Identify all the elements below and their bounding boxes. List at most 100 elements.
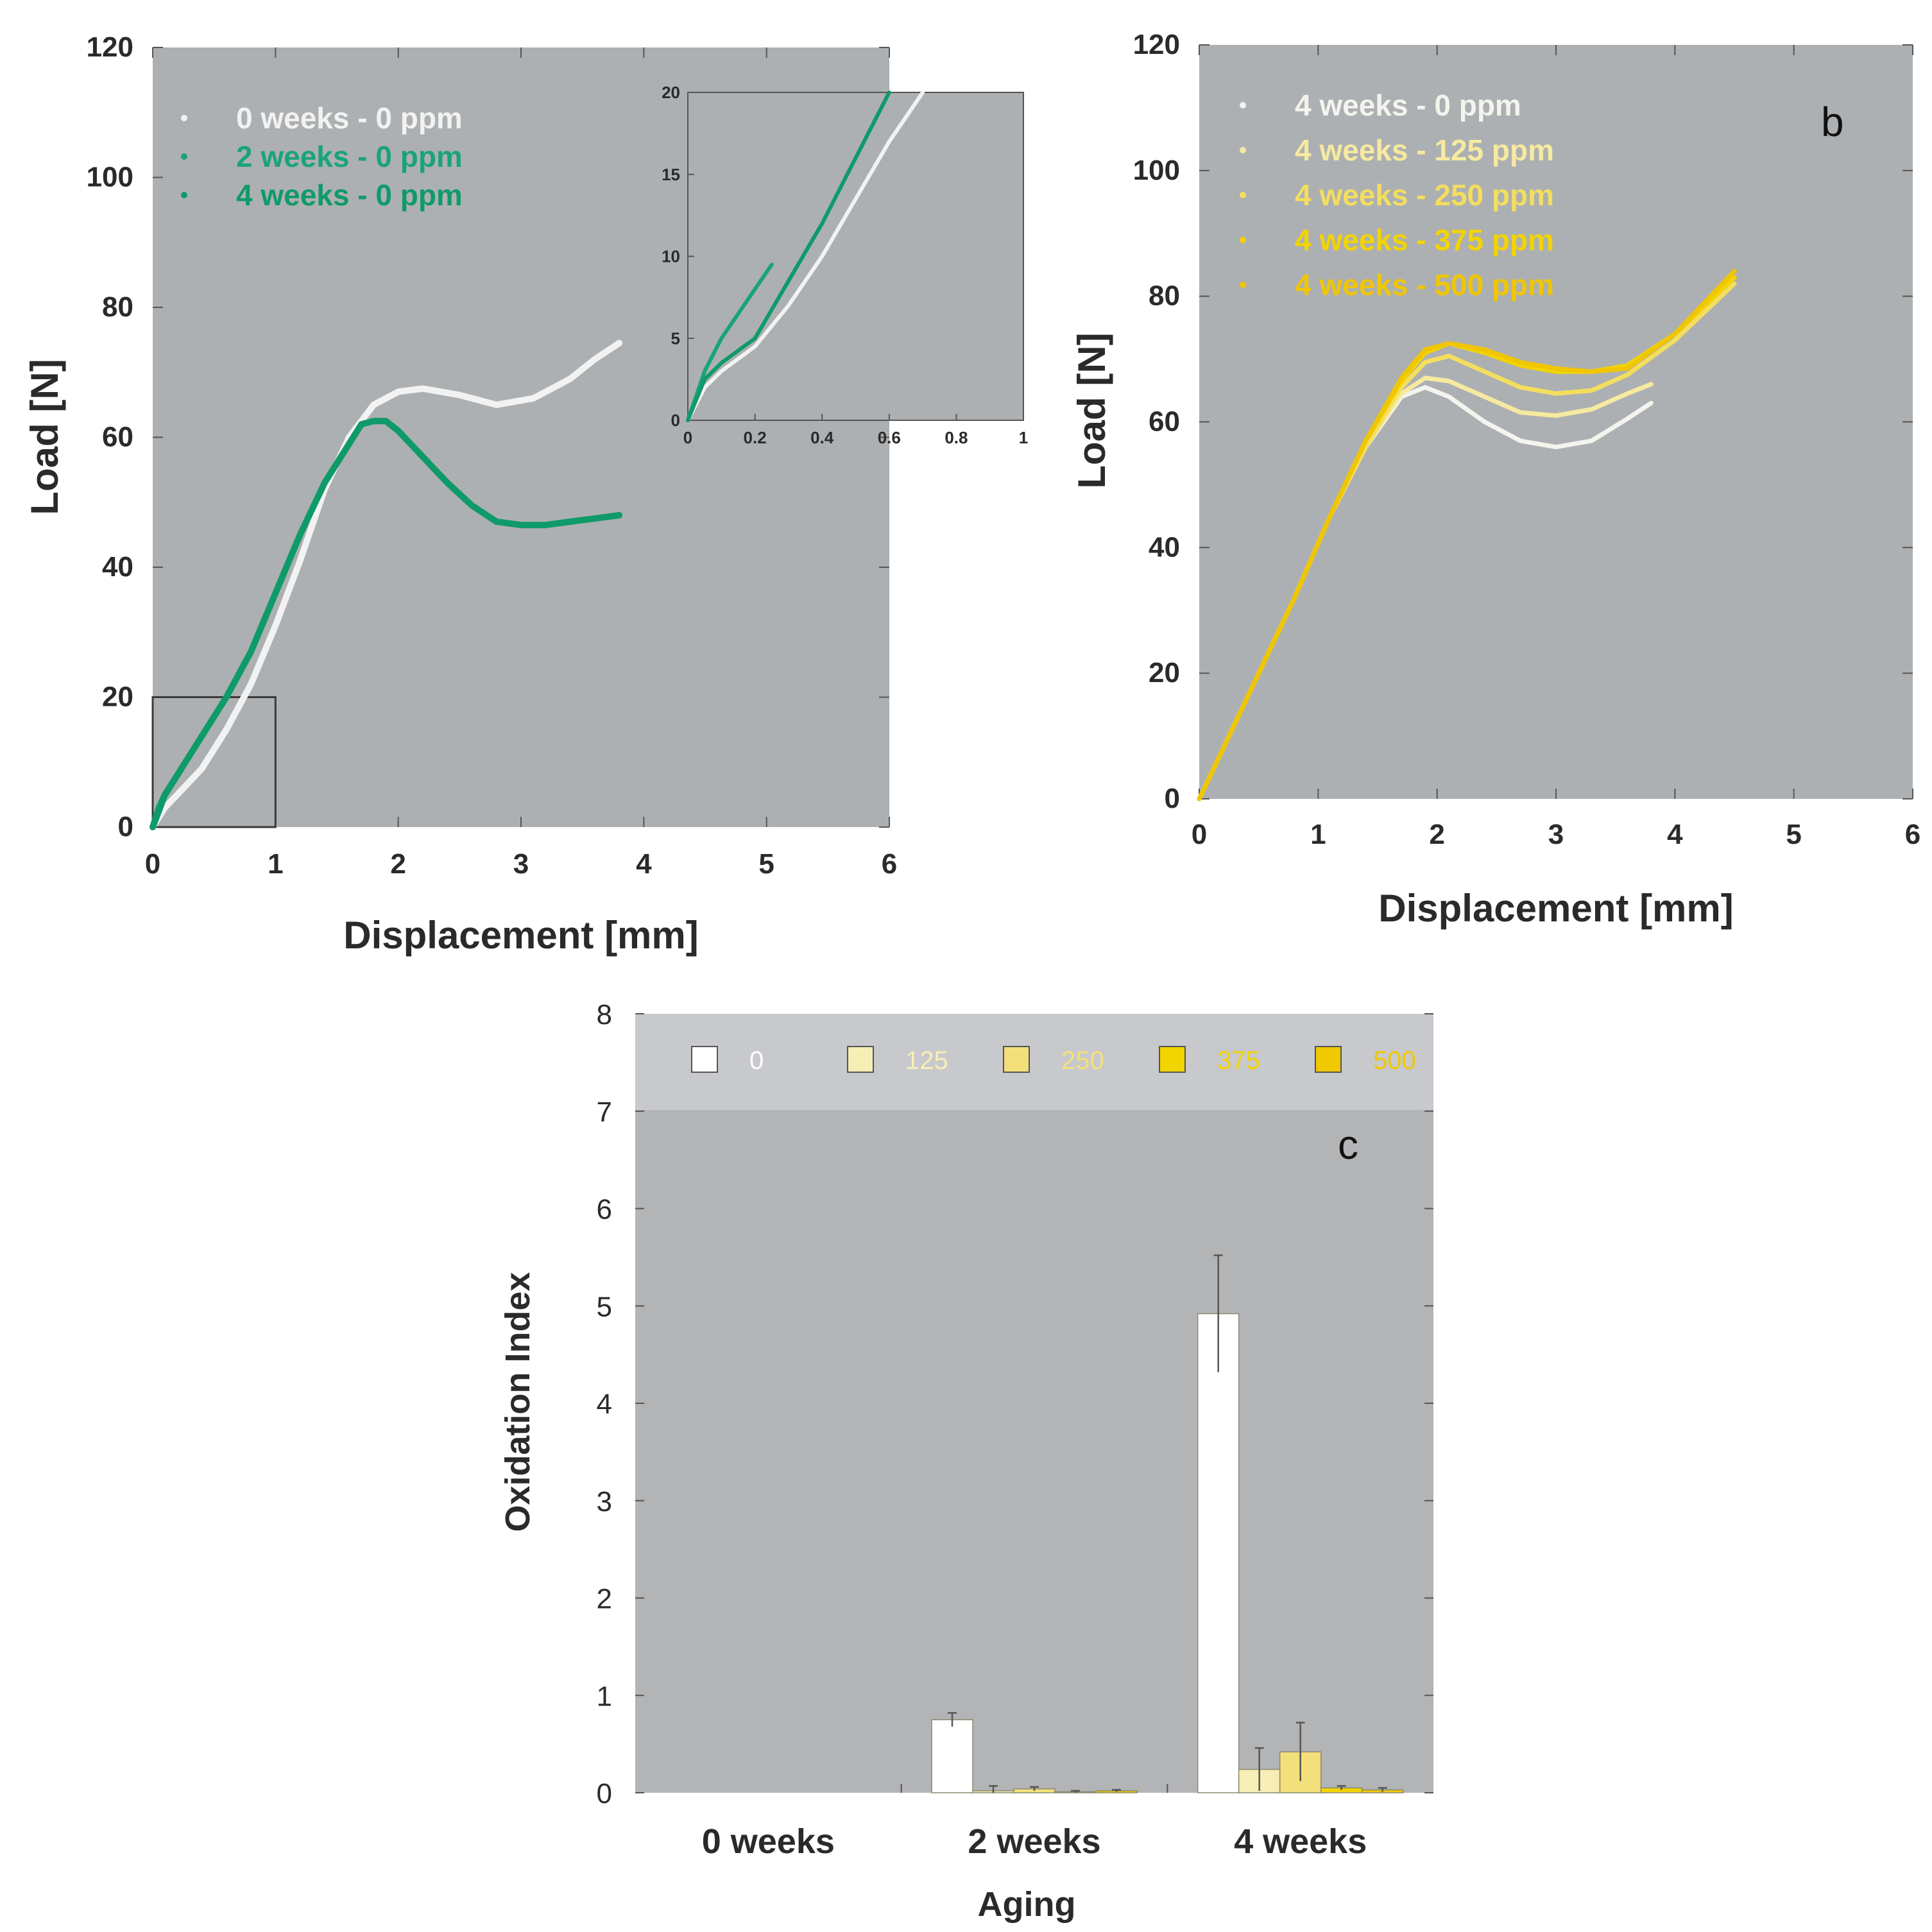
panel-c-category-label: 2 weeks <box>968 1822 1100 1861</box>
panel-c-legend-swatch-1 <box>847 1046 874 1073</box>
inset-series-line-2 <box>686 90 891 422</box>
panel-c-legend-swatch-2 <box>1003 1046 1030 1073</box>
panel-a-xlabel: Displacement [mm] <box>343 914 698 957</box>
inset-xtick-label: 1 <box>1019 428 1028 447</box>
panel-a-zoom-box <box>151 696 277 828</box>
inset-xtick-label: 0.4 <box>810 428 834 447</box>
panel-a-legend-label-1: 2 weeks - 0 ppm <box>236 140 463 173</box>
panel-c-legend-swatch-3 <box>1159 1046 1186 1073</box>
panel-b-ytick-label: 20 <box>1149 657 1180 688</box>
panel-a-xtick-label: 6 <box>882 848 897 880</box>
panel-b-legend-marker-0 <box>1240 102 1246 108</box>
panel-a-ytick-label: 60 <box>102 422 133 453</box>
panel-b-ytick-label: 80 <box>1149 280 1180 312</box>
panel-c-ytick-label: 2 <box>597 1584 612 1615</box>
panel-b-legend-marker-1 <box>1240 147 1246 153</box>
panel-c-ytick-label: 4 <box>597 1389 612 1420</box>
panel-a-ytick-label: 20 <box>102 681 133 713</box>
panel-a-legend-marker-2 <box>181 192 187 198</box>
panel-a-ylabel: Load [N] <box>23 359 66 515</box>
panel-a-xtick-label: 3 <box>513 848 529 880</box>
panel-a-xtick-label: 2 <box>390 848 406 880</box>
panel-c-ytick-label: 5 <box>597 1291 612 1322</box>
panel-a-xtick-label: 0 <box>145 848 160 880</box>
panel-a-series <box>150 339 623 830</box>
panel-a-legend-label-0: 0 weeks - 0 ppm <box>236 101 463 135</box>
panel-a-legend: 0 weeks - 0 ppm 2 weeks - 0 ppm 4 weeks - … <box>181 101 463 212</box>
panel-c-legend-swatch-0 <box>691 1046 718 1073</box>
panel-b-legend-marker-2 <box>1240 192 1246 198</box>
panel-b-legend: 4 weeks - 0 ppm 4 weeks - 125 ppm 4 weeks … <box>1240 89 1554 302</box>
inset-xtick-label: 0.6 <box>878 428 901 447</box>
inset-xtick-label: 0 <box>683 428 692 447</box>
panel-c-ytick-label: 7 <box>597 1097 612 1128</box>
panel-b-xlabel: Displacement [mm] <box>1378 887 1733 930</box>
panel-c-category-label: 4 weeks <box>1234 1822 1367 1861</box>
panel-c-plot-area <box>635 1110 1433 1793</box>
inset-plot-area <box>687 92 1024 421</box>
panel-c-ylabel: Oxidation Index <box>499 1272 537 1532</box>
panel-c-category-label: 0 weeks <box>702 1822 835 1861</box>
inset-series-line-0 <box>686 90 925 422</box>
inset-ytick-label: 0 <box>671 411 680 430</box>
panel-a-xtick-label: 1 <box>268 848 283 880</box>
panel-c-bars: 0 weeks 2 weeks 4 weeks <box>702 1254 1404 1861</box>
panel-a-ytick-label: 0 <box>118 811 133 842</box>
panel-a-ytick-label: 40 <box>102 551 133 583</box>
inset-ytick-label: 20 <box>662 83 680 102</box>
panel-c-ytick-label: 1 <box>597 1680 612 1712</box>
panel-c-ytick-label: 3 <box>597 1486 612 1517</box>
panel-b-ylabel: Load [N] <box>1070 332 1113 488</box>
inset-series-line-1 <box>686 262 774 422</box>
inset-ytick-label: 10 <box>662 247 680 266</box>
inset-series <box>686 90 925 422</box>
inset-ytick-label: 5 <box>671 329 680 348</box>
panel-b-ytick-label: 100 <box>1133 155 1180 186</box>
panel-c-legend: 0 125 250 375 500 <box>691 1046 1416 1075</box>
panel-a-xtick-label: 5 <box>758 848 774 880</box>
panel-b-legend-label-1: 4 weeks - 125 ppm <box>1295 133 1554 167</box>
panel-b-xtick-label: 0 <box>1192 819 1207 850</box>
panel-b-ytick-label: 0 <box>1165 783 1180 814</box>
panel-c-ytick-label: 6 <box>597 1194 612 1226</box>
panel-c-bar <box>1197 1313 1240 1793</box>
panel-c-legend-label-3: 375 <box>1217 1047 1260 1075</box>
panel-c-legend-label-4: 500 <box>1373 1047 1416 1075</box>
panel-b-legend-label-4: 4 weeks - 500 ppm <box>1295 268 1554 302</box>
panel-c-bar <box>931 1719 973 1793</box>
panel-a-series-line-0 <box>150 339 623 830</box>
panel-a-legend-label-2: 4 weeks - 0 ppm <box>236 178 463 212</box>
panel-c-legend-label-2: 250 <box>1061 1047 1104 1075</box>
panel-b-xtick-label: 2 <box>1429 819 1444 850</box>
panel-b-xtick-label: 6 <box>1905 819 1920 850</box>
panel-b-legend-marker-3 <box>1240 237 1246 243</box>
panel-b-legend-label-0: 4 weeks - 0 ppm <box>1295 89 1521 122</box>
panel-c-legend-label-1: 125 <box>905 1047 948 1075</box>
panel-c-xlabel: Aging <box>978 1885 1076 1924</box>
inset-xtick-label: 0.8 <box>945 428 968 447</box>
panel-c-legend-label-0: 0 <box>749 1047 764 1075</box>
panel-a-legend-marker-0 <box>181 115 187 121</box>
inset-xtick-label: 0.2 <box>744 428 767 447</box>
panel-a-xtick-label: 4 <box>636 848 652 880</box>
panel-b-plot-area <box>1199 45 1913 799</box>
panel-b-legend-marker-4 <box>1240 282 1246 288</box>
panel-a-ytick-label: 80 <box>102 291 133 323</box>
panel-b-legend-label-2: 4 weeks - 250 ppm <box>1295 178 1554 212</box>
panel-c-axis-ticks: 0 1 2 3 4 5 6 7 8 <box>597 999 1433 1809</box>
panel-b-ytick-label: 60 <box>1149 406 1180 438</box>
panel-b-series-line-4 <box>1197 269 1737 801</box>
panel-b-ytick-label: 120 <box>1133 29 1180 60</box>
panel-b-label: b <box>1821 99 1844 145</box>
panel-b-xtick-label: 4 <box>1667 819 1683 850</box>
panel-b-xtick-label: 5 <box>1786 819 1801 850</box>
panel-b-legend-label-3: 4 weeks - 375 ppm <box>1295 223 1554 257</box>
